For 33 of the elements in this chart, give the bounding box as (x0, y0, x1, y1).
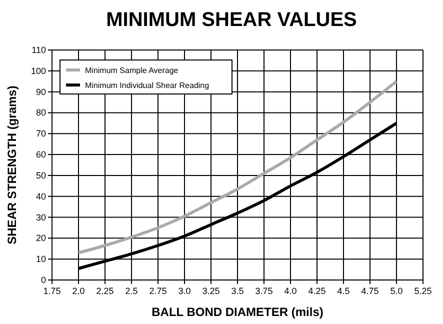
y-tick-label: 60 (36, 150, 46, 160)
x-axis-title: BALL BOND DIAMETER (mils) (152, 305, 324, 319)
x-tick-label: 3.75 (255, 286, 273, 296)
y-tick-label: 110 (32, 45, 46, 55)
x-tick-label: 5.25 (414, 286, 432, 296)
x-tick-label: 3.25 (202, 286, 220, 296)
x-tick-label: 5.0 (390, 286, 403, 296)
x-tick-label: 2.0 (72, 286, 85, 296)
y-tick-label: 100 (30, 66, 46, 76)
line-series (77, 80, 398, 254)
x-tick-label: 4.25 (308, 286, 326, 296)
x-tick-label: 1.75 (43, 286, 61, 296)
y-tick-label: 20 (36, 233, 46, 244)
y-tick-label: 50 (36, 170, 46, 180)
x-tick-label: 2.25 (96, 286, 114, 296)
y-tick-label: 70 (36, 128, 46, 139)
y-tick-label: 40 (36, 191, 46, 202)
legend-label: Minimum Sample Average (85, 66, 179, 75)
x-tick-label: 2.75 (149, 286, 167, 296)
x-tick-label: 2.5 (125, 286, 138, 296)
chart-title: MINIMUM SHEAR VALUES (106, 9, 357, 31)
x-tick-label: 3.5 (231, 286, 244, 296)
x-tick-label: 4.75 (361, 286, 379, 296)
legend-label: Minimum Individual Shear Reading (85, 81, 210, 90)
x-tick-label: 3.0 (178, 286, 191, 296)
x-tick-label: 4.0 (284, 286, 297, 296)
x-tick-label: 4.5 (337, 286, 350, 296)
y-tick-label: 80 (36, 108, 46, 118)
y-tick-label: 90 (36, 86, 46, 97)
y-tick-label: 10 (36, 254, 46, 264)
y-tick-label: 30 (36, 212, 46, 222)
y-tick-label: 0 (40, 275, 46, 285)
y-axis-title: SHEAR STRENGTH (grams) (5, 86, 19, 244)
